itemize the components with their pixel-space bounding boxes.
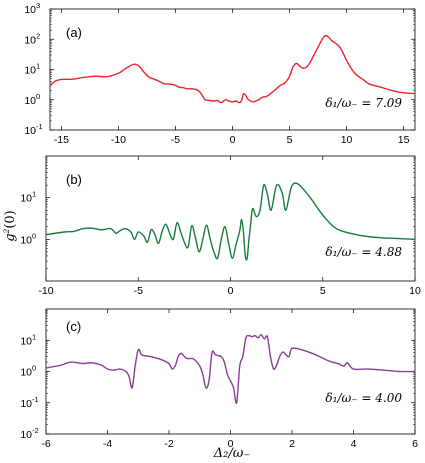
x-axis-label: Δ₂/ω₋: [213, 446, 250, 461]
y-tick-label: 10: [24, 95, 36, 107]
y-tick-exponent: -2: [32, 426, 39, 435]
x-tick-label: 0: [228, 285, 234, 297]
plot-frame: [45, 308, 416, 435]
y-tick-exponent: 1: [36, 62, 40, 71]
x-tick-label: 5: [320, 285, 326, 297]
y-tick-exponent: 0: [32, 364, 36, 373]
series-line: [49, 34, 416, 104]
y-tick-label: 10: [24, 4, 36, 16]
x-tick-label: 10: [341, 134, 353, 146]
x-tick-label: 6: [412, 438, 418, 450]
x-tick-label: 5: [287, 134, 293, 146]
x-tick-label: 2: [289, 438, 295, 450]
x-tick-label: -15: [54, 134, 69, 146]
y-tick-exponent: 1: [32, 332, 36, 341]
x-tick-label: 15: [398, 134, 410, 146]
y-tick-label: 10: [20, 234, 32, 246]
x-tick-label: -5: [171, 134, 180, 146]
y-tick-label: 10: [24, 125, 36, 137]
y-tick-label: 10: [20, 367, 32, 379]
x-tick-label: -5: [134, 285, 143, 297]
y-tick-label: 10: [24, 34, 36, 46]
y-axis-label: g2(0): [2, 210, 18, 242]
y-tick-exponent: 3: [36, 1, 40, 10]
y-tick-exponent: 0: [36, 92, 40, 101]
annotation-label: δ₁/ω₋ = 4.00: [325, 391, 402, 405]
y-tick-label: 10: [20, 429, 32, 441]
annotation-label: δ₁/ω₋ = 7.09: [325, 96, 402, 110]
y-tick-label: 10: [20, 193, 32, 205]
x-tick-label: -6: [41, 438, 50, 450]
y-tick-exponent: 0: [32, 231, 36, 240]
plot-frame: [49, 8, 416, 131]
y-tick-label: 10: [20, 398, 32, 410]
plot-frame: [45, 155, 416, 282]
y-tick-exponent: -1: [32, 395, 39, 404]
x-tick-label: 0: [230, 134, 236, 146]
y-tick-exponent: 2: [36, 31, 40, 40]
y-tick-label: 10: [20, 335, 32, 347]
y-tick-exponent: 1: [32, 190, 36, 199]
x-tick-label: -10: [111, 134, 126, 146]
x-tick-label: -4: [103, 438, 112, 450]
x-tick-label: 10: [409, 285, 421, 297]
y-tick-exponent: -1: [36, 122, 43, 131]
panel-label: (a): [66, 25, 82, 40]
annotation-label: δ₁/ω₋ = 4.88: [325, 245, 402, 259]
x-tick-label: -10: [38, 285, 53, 297]
series-line: [45, 334, 416, 405]
series-line: [45, 182, 416, 261]
x-tick-label: 0: [228, 438, 234, 450]
panel-label: (b): [66, 172, 82, 187]
x-tick-label: -2: [164, 438, 173, 450]
x-tick-label: 4: [351, 438, 357, 450]
panel-label: (c): [66, 319, 81, 334]
y-tick-label: 10: [24, 65, 36, 77]
